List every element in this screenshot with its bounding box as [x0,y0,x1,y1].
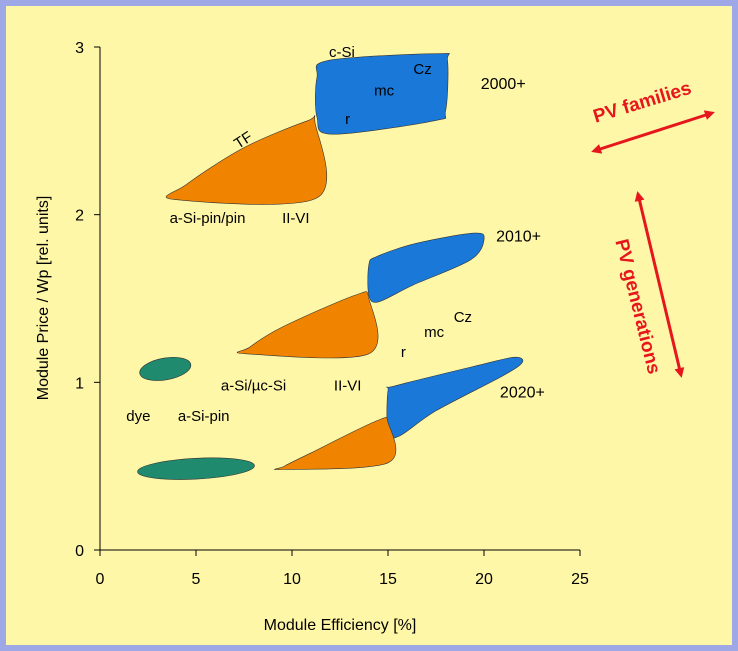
x-tick-label: 25 [571,571,589,588]
y-tick-label: 1 [75,375,84,392]
region-dye-2010plus [139,356,192,381]
y-tick-label: 2 [75,208,84,225]
region-tf-2020plus [274,417,397,470]
region-label: mc [424,324,444,341]
x-tick-label: 10 [283,571,301,588]
region-label: II-VI [334,378,362,395]
region-label: a-Si/µc-Si [221,378,286,395]
x-tick-label: 15 [379,571,397,588]
region-label: dye [126,408,150,425]
x-axis-label: Module Efficiency [%] [264,617,417,634]
y-tick-label: 3 [75,40,84,57]
region-label: r [401,344,406,361]
region-label: II-VI [282,210,310,227]
region-label: a-Si-pin/pin [170,210,246,227]
x-tick-label: 5 [192,571,201,588]
x-tick-label: 20 [475,571,493,588]
region-label: a-Si-pin [178,408,230,425]
generation-label: 2010+ [496,228,541,245]
y-tick-label: 0 [75,543,84,560]
region-label: Cz [454,309,472,326]
region-c-si-2020plus [386,356,524,439]
region-dye-2020plus [137,457,255,480]
region-label: Cz [413,61,431,78]
region-label: r [345,111,350,128]
region-tf-2000plus [166,115,328,205]
region-label: c-Si [329,44,355,61]
region-label: mc [374,83,394,100]
generation-label: 2000+ [481,76,526,93]
pv-families-label: PV families [591,78,694,128]
x-tick-label: 0 [96,571,105,588]
region-c-si-2010plus [367,232,485,303]
region-c-si-2000plus [315,53,450,135]
pv-generations-arrow [634,191,685,378]
region-tf-2010plus [236,291,379,359]
generation-label: 2020+ [500,384,545,401]
pv-generations-label: PV generations [610,237,664,376]
y-axis-label: Module Price / Wp [rel. units] [35,196,52,401]
pv-families-arrow [591,110,715,154]
